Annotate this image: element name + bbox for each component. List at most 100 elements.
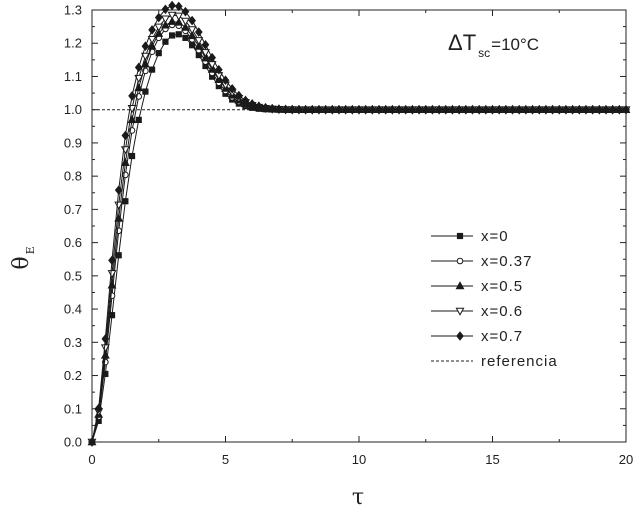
data-point — [160, 20, 170, 29]
data-point — [154, 28, 164, 37]
data-point — [208, 52, 216, 63]
plot-frame — [91, 9, 627, 443]
series-line — [91, 5, 626, 443]
data-point — [488, 104, 497, 115]
data-point — [381, 104, 390, 115]
y-tick-label: 0.3 — [64, 335, 82, 350]
series-x=0.7 — [88, 0, 630, 447]
data-point — [175, 31, 182, 38]
data-point — [408, 104, 417, 115]
data-point — [595, 104, 604, 115]
data-point — [194, 41, 204, 50]
data-point — [421, 104, 430, 115]
annotation-value: =10°C — [491, 35, 539, 54]
data-point — [114, 185, 123, 195]
data-point — [608, 104, 617, 115]
svg-text:θE: θE — [9, 246, 37, 269]
data-point — [615, 104, 624, 115]
data-point — [588, 104, 597, 115]
data-point — [502, 104, 510, 115]
data-point — [228, 84, 237, 94]
data-point — [548, 104, 557, 115]
data-point — [101, 334, 110, 344]
series-line — [91, 14, 626, 443]
data-point — [147, 41, 157, 50]
data-point — [161, 4, 170, 15]
data-point — [187, 26, 197, 35]
data-point — [281, 104, 290, 115]
series-x=0.6 — [87, 11, 631, 447]
chart-annotation: ΔT sc=10°C — [448, 30, 539, 60]
y-tick-label: 0.6 — [64, 235, 82, 250]
annotation-subscript: sc — [478, 46, 490, 60]
data-point — [268, 103, 277, 114]
data-point — [122, 198, 129, 205]
data-point — [108, 255, 116, 266]
data-point — [194, 27, 203, 37]
legend-item: x=0.5 — [431, 278, 522, 295]
data-point — [415, 104, 423, 115]
series-line — [91, 24, 626, 443]
data-point — [575, 104, 584, 115]
series-x=0.37 — [88, 21, 630, 446]
data-point — [167, 16, 177, 25]
data-point — [435, 104, 443, 115]
data-point — [555, 104, 564, 115]
legend-marker — [456, 331, 464, 341]
data-point — [115, 252, 122, 259]
data-point — [181, 6, 190, 17]
data-point — [121, 130, 130, 141]
data-point — [100, 344, 110, 353]
data-point — [160, 15, 170, 24]
data-point — [189, 42, 196, 49]
data-point — [455, 104, 463, 115]
data-point — [187, 30, 197, 40]
y-tick-label: 0.4 — [64, 302, 82, 317]
data-point — [201, 39, 210, 50]
legend-item: x=0.6 — [431, 303, 522, 320]
data-point — [181, 17, 190, 26]
y-tick-label: 0.1 — [64, 401, 82, 416]
data-point — [194, 37, 204, 46]
data-point — [148, 25, 156, 35]
data-point — [308, 104, 317, 115]
data-point — [135, 116, 142, 124]
data-point — [154, 23, 164, 32]
legend-item: x=0 — [431, 228, 508, 245]
y-axis-title: θE — [9, 246, 37, 269]
data-point — [602, 104, 610, 115]
data-point — [140, 52, 150, 61]
legend-marker — [455, 281, 465, 290]
data-point — [168, 0, 176, 11]
data-point — [174, 1, 183, 12]
annotation-symbol: ΔT — [448, 30, 476, 55]
data-point — [522, 104, 530, 115]
data-point — [88, 437, 96, 447]
data-point — [582, 104, 590, 115]
series-line — [91, 33, 626, 443]
data-point — [388, 104, 397, 115]
data-point — [128, 91, 136, 101]
data-point — [248, 99, 257, 109]
y-tick-label: 0.5 — [64, 268, 82, 283]
data-point — [148, 66, 156, 73]
x-tick-label: 0 — [88, 452, 95, 467]
y-tick-label: 1.1 — [64, 69, 82, 84]
data-point — [562, 104, 570, 115]
axes: 0.0 0.1 0.2 0.3 0.4 0.5 0.6 0.7 0.8 0.9 1.0 1.1 1.2 1… — [64, 3, 633, 468]
data-point — [348, 104, 357, 115]
data-point — [235, 90, 243, 101]
data-point — [508, 104, 517, 115]
data-point — [328, 104, 337, 115]
series-x=0 — [88, 31, 630, 446]
data-point — [361, 104, 370, 115]
legend-label: referencia — [481, 353, 558, 370]
data-point — [568, 104, 577, 115]
data-point — [288, 104, 297, 115]
y-tick-label: 0.7 — [64, 202, 82, 217]
data-point — [301, 104, 310, 115]
data-point — [167, 11, 177, 20]
data-point — [182, 34, 189, 41]
data-point — [107, 270, 117, 279]
